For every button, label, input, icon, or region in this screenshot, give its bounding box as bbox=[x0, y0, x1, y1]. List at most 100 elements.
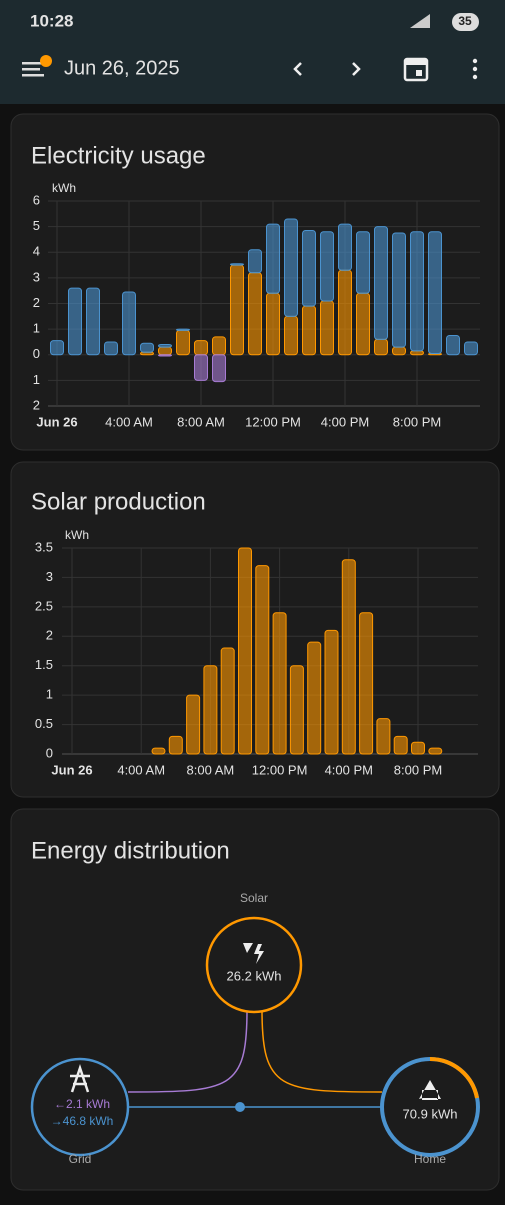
bar bbox=[374, 226, 388, 340]
x-tick-label: 8:00 PM bbox=[394, 762, 442, 777]
grid-out: →46.8 kWh bbox=[51, 1114, 114, 1128]
y-tick-label: 1.5 bbox=[35, 657, 53, 672]
y-tick-label: 4 bbox=[33, 244, 40, 259]
bar bbox=[338, 269, 352, 356]
bar bbox=[272, 612, 287, 755]
bar bbox=[320, 231, 334, 302]
calendar-button[interactable] bbox=[403, 57, 429, 82]
more-button[interactable] bbox=[472, 58, 478, 80]
bar bbox=[203, 665, 218, 755]
bar bbox=[220, 647, 235, 755]
y-tick-label: 1 bbox=[46, 687, 53, 702]
bar bbox=[376, 718, 391, 755]
grid-in: ←2.1 kWh bbox=[54, 1097, 110, 1111]
node-value: 26.2 kWh bbox=[227, 968, 282, 983]
bar bbox=[359, 612, 374, 755]
y-tick-label: 1 bbox=[33, 321, 40, 336]
bar bbox=[238, 547, 252, 755]
x-tick-label: 4:00 AM bbox=[105, 414, 153, 429]
bar bbox=[356, 231, 370, 294]
flow-line bbox=[261, 1009, 383, 1093]
bar bbox=[158, 344, 172, 348]
y-axis-label: kWh bbox=[52, 181, 76, 195]
header-date: Jun 26, 2025 bbox=[64, 57, 180, 79]
card bbox=[10, 461, 500, 798]
bar bbox=[255, 565, 270, 755]
y-tick-label: 6 bbox=[33, 192, 40, 207]
bar bbox=[464, 341, 478, 356]
bar bbox=[176, 329, 190, 356]
home-solar-arc bbox=[429, 1057, 479, 1099]
bar bbox=[302, 305, 316, 356]
y-tick-label: 2 bbox=[33, 295, 40, 310]
y-tick-label: 3 bbox=[46, 569, 53, 584]
y-tick-label: 3.5 bbox=[35, 539, 53, 554]
card-title: Electricity usage bbox=[31, 142, 206, 169]
bar bbox=[50, 340, 64, 356]
bar bbox=[158, 346, 172, 356]
bar bbox=[324, 629, 339, 755]
y-tick-label: 0.5 bbox=[35, 716, 53, 731]
bar bbox=[428, 747, 443, 755]
solar-icon bbox=[243, 943, 264, 964]
bar bbox=[320, 300, 334, 356]
x-tick-label: 12:00 PM bbox=[245, 414, 301, 429]
bar bbox=[104, 341, 118, 356]
bar bbox=[248, 249, 262, 274]
bar bbox=[284, 218, 298, 317]
y-tick-label: 5 bbox=[33, 218, 40, 233]
bar bbox=[194, 354, 208, 381]
bar bbox=[341, 559, 356, 755]
bar bbox=[68, 287, 82, 356]
bar bbox=[411, 741, 425, 755]
prev-button[interactable] bbox=[293, 62, 302, 76]
flow-dot bbox=[235, 1102, 245, 1112]
bar bbox=[151, 747, 166, 755]
bar bbox=[410, 231, 424, 352]
signal-icon bbox=[410, 14, 430, 28]
bar bbox=[186, 694, 201, 755]
x-tick-label: Jun 26 bbox=[36, 414, 77, 429]
x-tick-label: 8:00 AM bbox=[187, 762, 235, 777]
bar bbox=[356, 292, 370, 356]
battery-level: 35 bbox=[458, 14, 472, 28]
app-bar-bg bbox=[0, 0, 505, 104]
bar bbox=[289, 665, 304, 755]
home-icon bbox=[419, 1080, 441, 1100]
x-tick-label: 12:00 PM bbox=[252, 762, 308, 777]
bar bbox=[230, 263, 244, 266]
bar bbox=[176, 328, 190, 331]
status-time: 10:28 bbox=[30, 11, 73, 30]
card-title: Solar production bbox=[31, 488, 206, 515]
bar bbox=[230, 264, 244, 356]
x-tick-label: 4:00 PM bbox=[321, 414, 369, 429]
bar bbox=[140, 342, 154, 353]
y-tick-label: 2.5 bbox=[35, 598, 53, 613]
y-tick-label: 0 bbox=[33, 346, 40, 361]
bar bbox=[284, 315, 298, 356]
bar bbox=[212, 336, 226, 356]
node-label: Solar bbox=[240, 891, 268, 905]
bar bbox=[392, 232, 406, 348]
grid-icon bbox=[70, 1064, 90, 1093]
next-button[interactable] bbox=[352, 62, 361, 76]
x-tick-label: 8:00 AM bbox=[177, 414, 225, 429]
bar bbox=[446, 335, 460, 356]
x-tick-label: Jun 26 bbox=[51, 762, 92, 777]
x-tick-label: 4:00 PM bbox=[325, 762, 373, 777]
y-tick-label: 1 bbox=[33, 372, 40, 387]
node-value: 70.9 kWh bbox=[403, 1106, 458, 1121]
grid-node[interactable] bbox=[30, 1057, 130, 1157]
bar bbox=[194, 340, 208, 356]
solar-node[interactable] bbox=[205, 916, 303, 1014]
x-tick-label: 8:00 PM bbox=[393, 414, 441, 429]
bar bbox=[266, 223, 280, 294]
y-tick-label: 2 bbox=[46, 628, 53, 643]
bar bbox=[248, 272, 262, 356]
y-tick-label: 2 bbox=[33, 397, 40, 412]
menu-button[interactable] bbox=[22, 55, 52, 77]
x-tick-label: 4:00 AM bbox=[117, 762, 165, 777]
bar bbox=[122, 291, 136, 356]
